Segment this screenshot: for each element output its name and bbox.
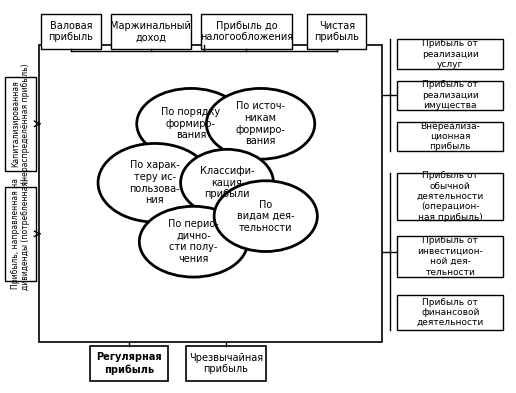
FancyBboxPatch shape (90, 346, 168, 381)
Ellipse shape (139, 206, 248, 277)
Text: По порядку
формиро-
вания: По порядку формиро- вания (162, 107, 220, 140)
Ellipse shape (181, 149, 273, 216)
Text: Прибыль от
реализации
услуг: Прибыль от реализации услуг (422, 39, 478, 69)
FancyBboxPatch shape (397, 39, 503, 69)
FancyBboxPatch shape (41, 14, 101, 49)
Text: Внереализа-
ционная
прибыль: Внереализа- ционная прибыль (420, 122, 480, 151)
Text: Классифи-
кация
прибыли: Классифи- кация прибыли (200, 166, 254, 199)
Ellipse shape (214, 181, 317, 252)
Ellipse shape (206, 88, 315, 159)
Text: По
видам дея-
тельности: По видам дея- тельности (237, 200, 295, 233)
FancyBboxPatch shape (5, 187, 36, 281)
Text: По харак-
теру ис-
пользова-
ния: По харак- теру ис- пользова- ния (130, 160, 180, 205)
Ellipse shape (98, 143, 212, 222)
Text: Прибыль от
инвестицион-
ной дея-
тельности: Прибыль от инвестицион- ной дея- тельнос… (417, 236, 483, 277)
FancyBboxPatch shape (397, 81, 503, 110)
Ellipse shape (139, 206, 248, 277)
FancyBboxPatch shape (201, 14, 292, 49)
Text: Маржинальный
доход: Маржинальный доход (110, 21, 191, 42)
Text: Прибыль от
финансовой
деятельности: Прибыль от финансовой деятельности (416, 298, 484, 327)
Ellipse shape (98, 143, 212, 222)
Ellipse shape (214, 181, 317, 252)
Text: Прибыль до
налогообложения: Прибыль до налогообложения (200, 21, 293, 42)
FancyBboxPatch shape (397, 295, 503, 330)
FancyBboxPatch shape (397, 236, 503, 277)
Text: Валовая
прибыль: Валовая прибыль (49, 21, 93, 42)
Text: Прибыль, направленная на
дивиденды (потребленная): Прибыль, направленная на дивиденды (потр… (11, 178, 30, 290)
Text: По перио-
дично-
сти полу-
чения: По перио- дично- сти полу- чения (168, 219, 219, 264)
FancyBboxPatch shape (5, 77, 36, 171)
FancyBboxPatch shape (397, 173, 503, 220)
Text: По источ-
никам
формиро-
вания: По источ- никам формиро- вания (236, 101, 285, 146)
Ellipse shape (206, 88, 315, 159)
Text: Чистая
прибыль: Чистая прибыль (314, 21, 359, 42)
FancyBboxPatch shape (111, 14, 191, 49)
Ellipse shape (181, 149, 273, 216)
FancyBboxPatch shape (307, 14, 366, 49)
FancyBboxPatch shape (186, 346, 266, 381)
FancyBboxPatch shape (39, 45, 382, 342)
Text: Прибыль от
обычной
деятельности
(операцион-
ная прибыль): Прибыль от обычной деятельности (операци… (416, 171, 484, 222)
Text: Капитализированная
(нераспределённая прибыль): Капитализированная (нераспределённая при… (11, 64, 30, 184)
Text: Регулярная
прибыль: Регулярная прибыль (96, 353, 162, 375)
Text: Чрезвычайная
прибыль: Чрезвычайная прибыль (189, 353, 263, 374)
Text: Прибыль от
реализации
имущества: Прибыль от реализации имущества (422, 81, 478, 110)
FancyBboxPatch shape (397, 122, 503, 151)
Ellipse shape (137, 88, 245, 159)
Ellipse shape (137, 88, 245, 159)
